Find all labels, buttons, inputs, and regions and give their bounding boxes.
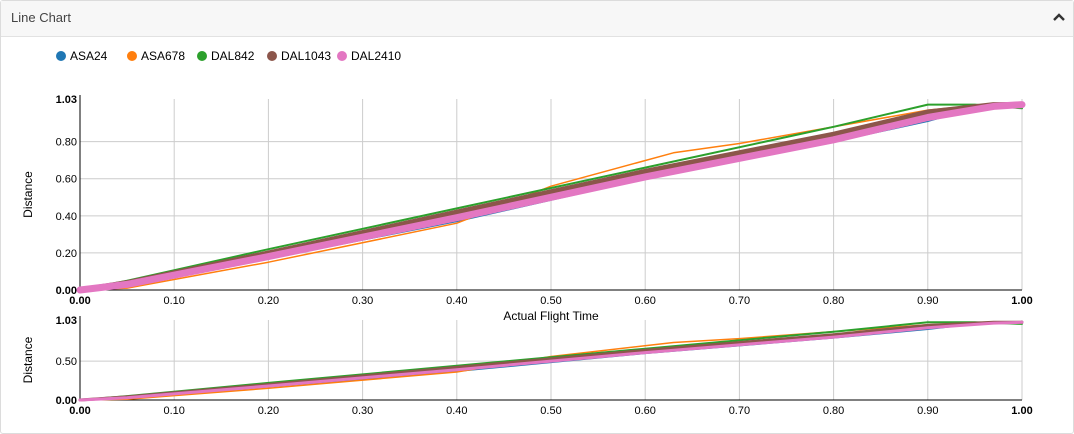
x-tick-label: 0.10 — [163, 405, 184, 417]
x-tick-label: 0.50 — [540, 405, 561, 417]
overview-chart: 0.00 0.10 0.20 0.30 0.40 0.50 0.60 0.70 0.80 0.90… — [21, 315, 1033, 417]
x-tick-label: 0.40 — [446, 295, 467, 307]
x-tick-label: 1.00 — [1011, 405, 1032, 417]
x-tick-label: 1.00 — [1011, 295, 1032, 307]
legend-marker — [267, 51, 277, 61]
legend-item[interactable]: DAL2410 — [337, 49, 401, 63]
y-tick-label: 0.80 — [56, 137, 77, 149]
legend-marker — [127, 51, 137, 61]
panel-title: Line Chart — [11, 10, 71, 25]
legend-item[interactable]: ASA24 — [56, 49, 108, 63]
x-tick-label: 0.00 — [69, 295, 90, 307]
chevron-up-icon[interactable] — [1051, 9, 1067, 25]
x-tick-label: 0.00 — [69, 405, 90, 417]
x-tick-label: 0.50 — [540, 295, 561, 307]
y-tick-label: 0.40 — [56, 211, 77, 223]
y-tick-label: 0.60 — [56, 174, 77, 186]
legend-item[interactable]: DAL1043 — [267, 49, 331, 63]
legend-label: DAL1043 — [281, 49, 331, 63]
main-chart: 0.00 0.10 0.20 0.30 0.40 0.50 0.60 0.70 0.80 0.90… — [21, 94, 1033, 323]
x-tick-label: 0.60 — [634, 295, 655, 307]
x-tick-label: 0.90 — [917, 405, 938, 417]
y-axis-label: Distance — [21, 336, 35, 383]
legend-label: DAL842 — [211, 49, 255, 63]
y-axis-label: Distance — [21, 171, 35, 218]
y-tick-label: 1.03 — [56, 315, 77, 327]
y-tick-label: 0.20 — [56, 248, 77, 260]
x-tick-label: 0.60 — [634, 405, 655, 417]
series-line-dal2410 — [76, 101, 1026, 294]
x-tick-label: 0.20 — [258, 295, 279, 307]
x-tick-label: 0.70 — [729, 295, 750, 307]
y-tick-label: 0.50 — [56, 356, 77, 368]
legend-item[interactable]: ASA678 — [127, 49, 185, 63]
x-tick-label: 0.30 — [352, 405, 373, 417]
series-line-dal2410 — [78, 320, 1024, 402]
y-tick-label: 1.03 — [56, 94, 77, 106]
y-tick-label: 0.00 — [56, 395, 77, 407]
x-tick-label: 0.90 — [917, 295, 938, 307]
legend-label: ASA24 — [70, 49, 108, 63]
x-tick-label: 0.80 — [823, 405, 844, 417]
y-tick-label: 0.00 — [56, 285, 77, 297]
x-tick-label: 0.30 — [352, 295, 373, 307]
legend-marker — [197, 51, 207, 61]
x-tick-label: 0.10 — [163, 295, 184, 307]
legend-marker — [337, 51, 347, 61]
x-tick-label: 0.40 — [446, 405, 467, 417]
x-tick-label: 0.70 — [729, 405, 750, 417]
x-tick-label: 0.20 — [258, 405, 279, 417]
legend-item[interactable]: DAL842 — [197, 49, 255, 63]
legend-label: ASA678 — [141, 49, 185, 63]
panel-header: Line Chart — [1, 1, 1073, 37]
legend-label: DAL2410 — [351, 49, 401, 63]
x-tick-label: 0.80 — [823, 295, 844, 307]
x-axis-label: Actual Flight Time — [503, 309, 599, 323]
legend-marker — [56, 51, 66, 61]
